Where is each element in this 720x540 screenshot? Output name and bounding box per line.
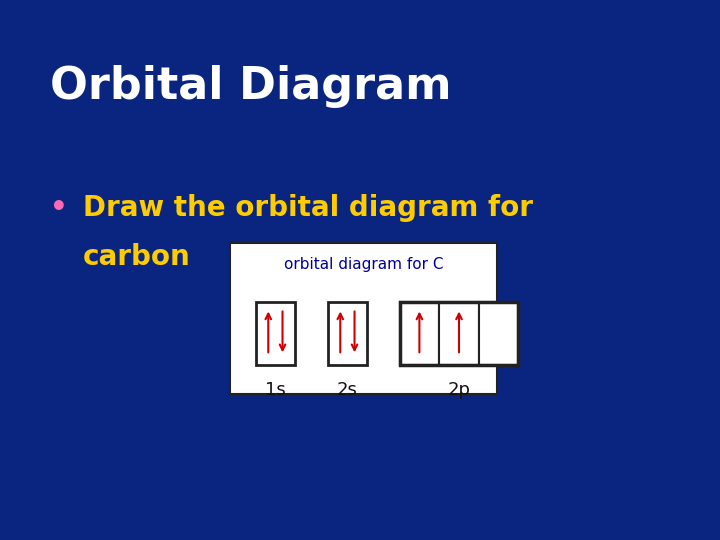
Bar: [400, 302, 518, 364]
Text: 2s: 2s: [337, 381, 358, 399]
Text: Orbital Diagram: Orbital Diagram: [50, 65, 452, 108]
Text: carbon: carbon: [83, 243, 191, 271]
Bar: [400, 302, 439, 364]
Bar: [256, 302, 295, 364]
Bar: [328, 302, 367, 364]
Bar: [439, 302, 479, 364]
Bar: [479, 302, 518, 364]
Text: 2p: 2p: [448, 381, 470, 399]
Text: orbital diagram for C: orbital diagram for C: [284, 256, 444, 272]
Bar: [230, 243, 497, 394]
Text: •: •: [50, 194, 68, 222]
Text: Draw the orbital diagram for: Draw the orbital diagram for: [83, 194, 533, 222]
Text: 1s: 1s: [265, 381, 286, 399]
